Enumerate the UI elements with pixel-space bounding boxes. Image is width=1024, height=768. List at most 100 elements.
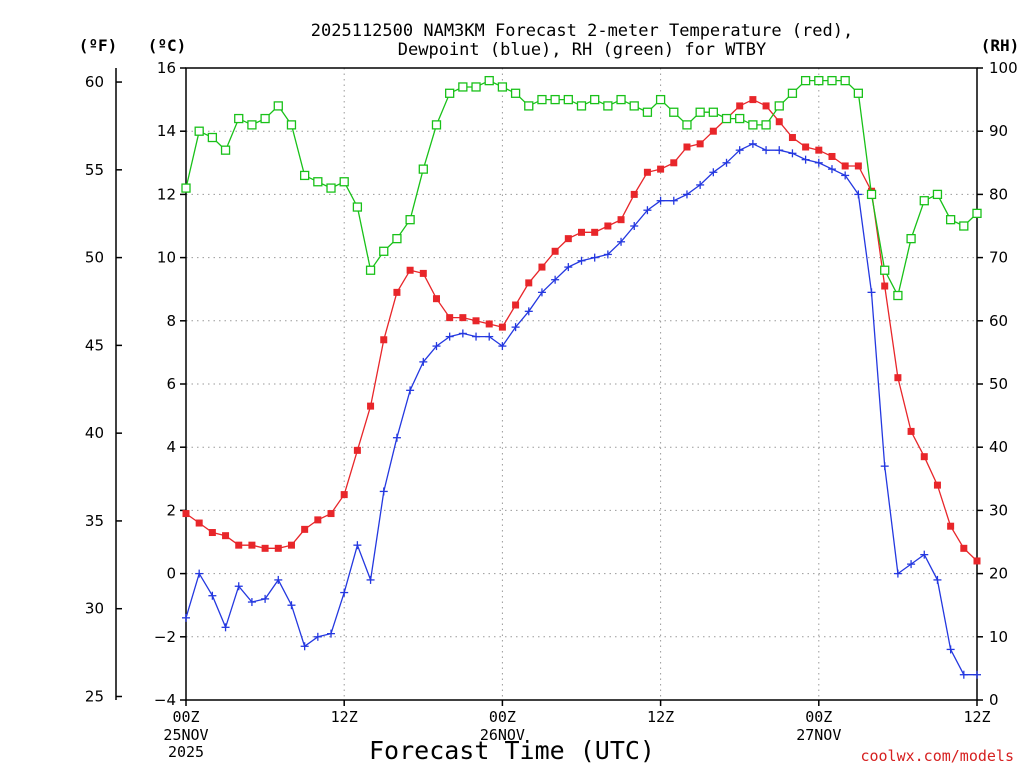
celsius-unit-label: (ºC) [148, 36, 187, 55]
rh-point [484, 75, 494, 86]
dewpoint-point [313, 632, 322, 641]
temperature-point [894, 374, 902, 382]
x-tick-label: 00Z [489, 708, 516, 726]
rh-point [800, 75, 811, 86]
rh-point [431, 120, 442, 130]
rh-point [866, 189, 877, 200]
temperature-point [617, 216, 625, 224]
temperature-point [802, 143, 810, 151]
dewpoint-point [498, 342, 507, 351]
dewpoint-point [551, 275, 560, 284]
dewpoint-point [208, 591, 217, 600]
temperature-point [472, 317, 480, 325]
rh-point [814, 75, 824, 86]
rh-point [313, 177, 323, 187]
rh-point [880, 265, 890, 275]
temperature-point [406, 266, 414, 274]
dewpoint-point [340, 588, 349, 597]
temperature-point [551, 247, 559, 255]
dewpoint-point [841, 171, 850, 180]
celsius-tick-label: 16 [157, 59, 176, 77]
dewpoint-point [564, 263, 573, 272]
temperature-point [248, 541, 256, 549]
celsius-tick-label: −4 [154, 691, 176, 709]
dewpoint-point [867, 288, 876, 297]
temperature-point [578, 228, 585, 236]
temperature-point [854, 162, 862, 170]
dewpoint-point [788, 149, 797, 158]
rh-tick-label: 10 [989, 628, 1008, 646]
fahrenheit-tick-label: 35 [85, 512, 104, 530]
rh-point [379, 246, 389, 256]
temperature-point [274, 544, 282, 552]
dewpoint-point [485, 332, 494, 341]
rh-tick-label: 0 [989, 691, 999, 709]
rh-tick-label: 30 [989, 501, 1008, 519]
dewpoint-point [920, 550, 929, 559]
temperature-point [933, 481, 941, 489]
dewpoint-point [524, 307, 533, 316]
dewpoint-point [946, 645, 955, 654]
credit-link[interactable]: coolwx.com/models [860, 747, 1014, 765]
celsius-tick-label: 12 [157, 185, 176, 203]
dewpoint-point [669, 196, 678, 205]
x-tick-label: 00Z [805, 708, 832, 726]
rh-point [893, 290, 903, 301]
x-axis-label: Forecast Time (UTC) [369, 736, 655, 765]
rh-point [497, 82, 508, 92]
celsius-tick-label: 2 [166, 501, 176, 519]
rh-point [550, 94, 560, 105]
rh-point [721, 113, 732, 124]
dewpoint-point [261, 594, 270, 603]
dewpoint-point [247, 598, 256, 607]
celsius-tick-label: 6 [166, 375, 176, 393]
dewpoint-point [748, 139, 757, 148]
dewpoint-point [709, 168, 718, 177]
rh-point [827, 75, 837, 86]
rh-tick-label: 60 [989, 312, 1008, 330]
x-tick-year: 2025 [168, 743, 204, 761]
rh-point [945, 215, 956, 225]
rh-point [181, 183, 191, 193]
dewpoint-point [630, 222, 639, 230]
rh-point [418, 164, 428, 174]
dewpoint-point [656, 196, 665, 205]
rh-point [629, 101, 639, 111]
dewpoint-point [287, 601, 296, 610]
temperature-point [564, 235, 572, 243]
grid-lines [186, 68, 977, 700]
chart-title-line1: 2025112500 NAM3KM Forecast 2-meter Tempe… [311, 21, 853, 41]
dewpoint-point [893, 569, 902, 578]
rh-point [695, 107, 705, 117]
temperature-point [709, 127, 717, 135]
rh-point [220, 145, 231, 155]
dewpoint-point [392, 433, 401, 442]
temperature-point [947, 522, 955, 530]
rh-point [273, 101, 283, 111]
x-tick-date: 25NOV [163, 726, 208, 744]
temperature-point [235, 541, 243, 549]
rh-point [352, 202, 363, 212]
fahrenheit-tick-label: 25 [85, 687, 104, 705]
dewpoint-point [880, 462, 889, 471]
celsius-tick-label: 4 [166, 438, 176, 456]
temperature-point [208, 529, 216, 537]
dewpoint-point [458, 329, 467, 338]
dewpoint-point [234, 582, 243, 591]
dewpoint-point [590, 253, 599, 262]
rh-point [510, 88, 521, 98]
temperature-point [762, 102, 770, 110]
rh-point [761, 120, 771, 130]
temperature-point [960, 544, 968, 552]
rh-point [405, 215, 415, 225]
dewpoint-line [185, 143, 977, 676]
temperature-point [419, 269, 427, 277]
rh-point [682, 120, 692, 130]
dewpoint-point [696, 180, 705, 189]
temperature-point [683, 143, 691, 151]
temperature-point [920, 453, 928, 461]
dewpoint-point [603, 250, 612, 259]
chart-title-line2: Dewpoint (blue), RH (green) for WTBY [398, 40, 766, 60]
rh-point [590, 94, 600, 105]
